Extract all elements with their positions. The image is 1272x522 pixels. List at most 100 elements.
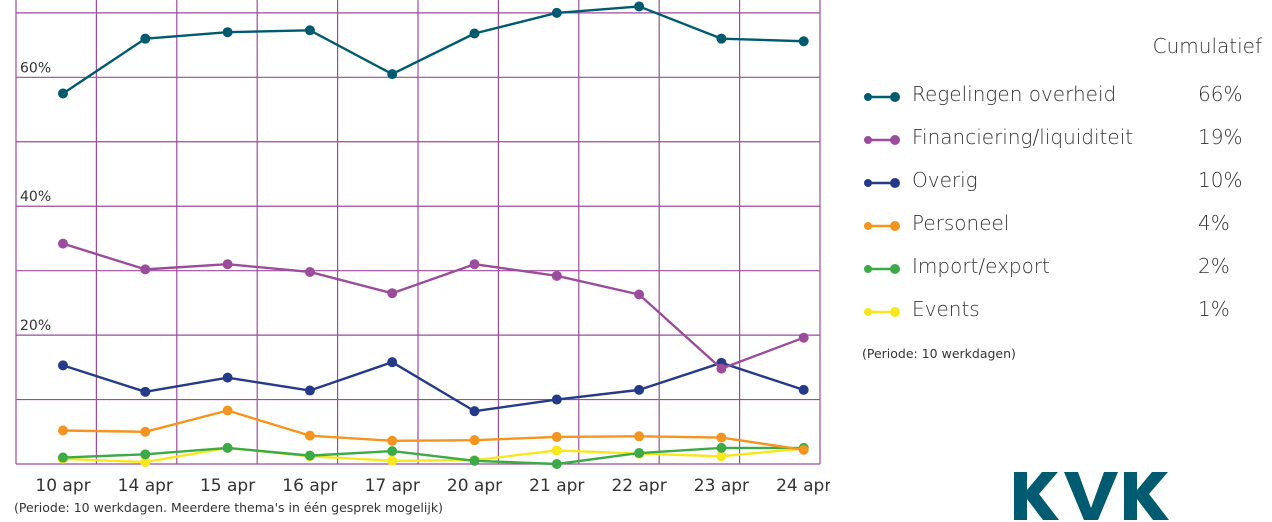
legend-title: Cumulatief [1152,34,1262,58]
legend-value: 19% [1198,125,1243,149]
legend-item-events: Events 1% [862,297,1252,327]
x-tick-label: 16 apr [282,476,337,496]
series-line-financiering-liquiditeit [62,242,805,370]
legend-value: 2% [1198,254,1230,278]
data-point-financiering-liquiditeit [634,289,645,300]
x-tick-label: 24 apr [776,476,830,496]
chart-footnote: (Periode: 10 werkdagen. Meerdere thema's… [14,500,443,515]
data-point-overig [58,360,68,371]
legend-item-personeel: Personeel 4% [862,211,1252,241]
data-point-import-export [716,442,727,453]
y-axis-ticks: 60% 40% 20% [20,60,51,334]
data-point-regelingen-overheid [222,27,233,38]
kvk-logo [1014,472,1169,520]
y-tick-label: 20% [20,318,51,334]
legend-marker-dot [864,136,872,144]
legend-label: Overig [912,168,978,192]
data-point-regelingen-overheid [140,33,151,44]
series-personeel [58,405,809,455]
data-point-personeel [222,405,233,416]
legend-marker-dot [890,92,900,102]
data-point-import-export [469,455,480,466]
data-point-personeel [304,430,315,441]
series-regelingen-overheid [58,1,809,99]
series-line-events [62,446,804,464]
data-point-regelingen-overheid [798,36,809,47]
series-line-import-export [62,446,804,466]
data-point-regelingen-overheid [304,25,315,36]
legend-item-overig: Overig 10% [862,168,1252,198]
legend-marker-dot [890,135,900,145]
data-point-import-export [387,446,398,457]
series-import-export [58,442,809,469]
data-point-regelingen-overheid [634,1,645,12]
x-tick-label: 22 apr [611,476,666,496]
data-point-events [387,455,398,466]
data-point-import-export [140,449,151,460]
data-point-overig [140,386,151,397]
legend-label: Import/export [912,254,1050,278]
data-point-financiering-liquiditeit [58,238,68,249]
data-point-financiering-liquiditeit [140,264,151,275]
data-point-overig [469,406,480,417]
data-point-financiering-liquiditeit [469,259,480,270]
x-tick-label: 17 apr [365,476,420,496]
data-point-import-export [222,442,233,453]
x-tick-label: 23 apr [694,476,749,496]
data-point-personeel [551,431,562,442]
legend-item-regelingen-overheid: Regelingen overheid 66% [862,82,1252,112]
legend-marker-personeel [864,221,900,231]
legend-marker-dot [864,93,872,101]
x-tick-label: 15 apr [200,476,255,496]
legend-label: Events [912,297,980,321]
legend-marker-dot [890,307,900,317]
series-line-regelingen-overheid [62,5,804,95]
data-point-overig [551,394,562,405]
data-point-overig [387,357,398,368]
legend-item-financiering-liquiditeit: Financiering/liquiditeit 19% [862,125,1252,155]
data-point-financiering-liquiditeit [798,332,809,343]
legend-marker-dot [890,178,900,188]
data-point-regelingen-overheid [551,7,562,18]
series-line-overig [62,360,805,413]
legend-marker-overig [864,178,900,188]
grid [15,0,821,465]
x-tick-label: 10 apr [35,476,90,496]
x-tick-label: 20 apr [447,476,502,496]
logo-letter-v [1064,472,1118,520]
data-point-import-export [304,450,315,461]
data-point-regelingen-overheid [58,88,68,99]
legend-value: 4% [1198,211,1230,235]
series [58,1,809,469]
data-point-personeel [798,444,809,455]
x-axis-ticks: 10 apr 14 apr 15 apr 16 apr 17 apr 20 apr 21 a… [35,476,830,496]
x-tick-label: 14 apr [118,476,173,496]
data-point-overig [222,372,233,383]
legend-marker-dot [864,179,872,187]
data-point-financiering-liquiditeit [551,270,562,281]
y-tick-label: 60% [20,60,51,76]
legend-marker-dot [864,308,872,316]
data-point-personeel [387,435,398,446]
legend-marker-financiering-liquiditeit [864,135,900,145]
data-point-personeel [716,432,727,443]
legend-marker-dot [890,264,900,274]
data-point-financiering-liquiditeit [222,259,233,270]
y-tick-label: 40% [20,189,51,205]
data-point-regelingen-overheid [387,69,398,80]
legend-marker-dot [864,222,872,230]
series-line-personeel [62,409,804,452]
data-point-regelingen-overheid [716,33,727,44]
legend-marker-dot [864,265,872,273]
x-tick-label: 21 apr [529,476,584,496]
legend-label: Personeel [912,211,1010,235]
data-point-personeel [140,426,151,437]
data-point-financiering-liquiditeit [716,363,727,374]
data-point-regelingen-overheid [469,28,480,39]
legend-label: Regelingen overheid [912,82,1117,106]
logo-letter-k1 [1014,472,1059,520]
data-point-events [140,457,151,468]
data-point-overig [304,385,315,396]
legend-value: 10% [1198,168,1243,192]
data-point-events [716,451,727,462]
